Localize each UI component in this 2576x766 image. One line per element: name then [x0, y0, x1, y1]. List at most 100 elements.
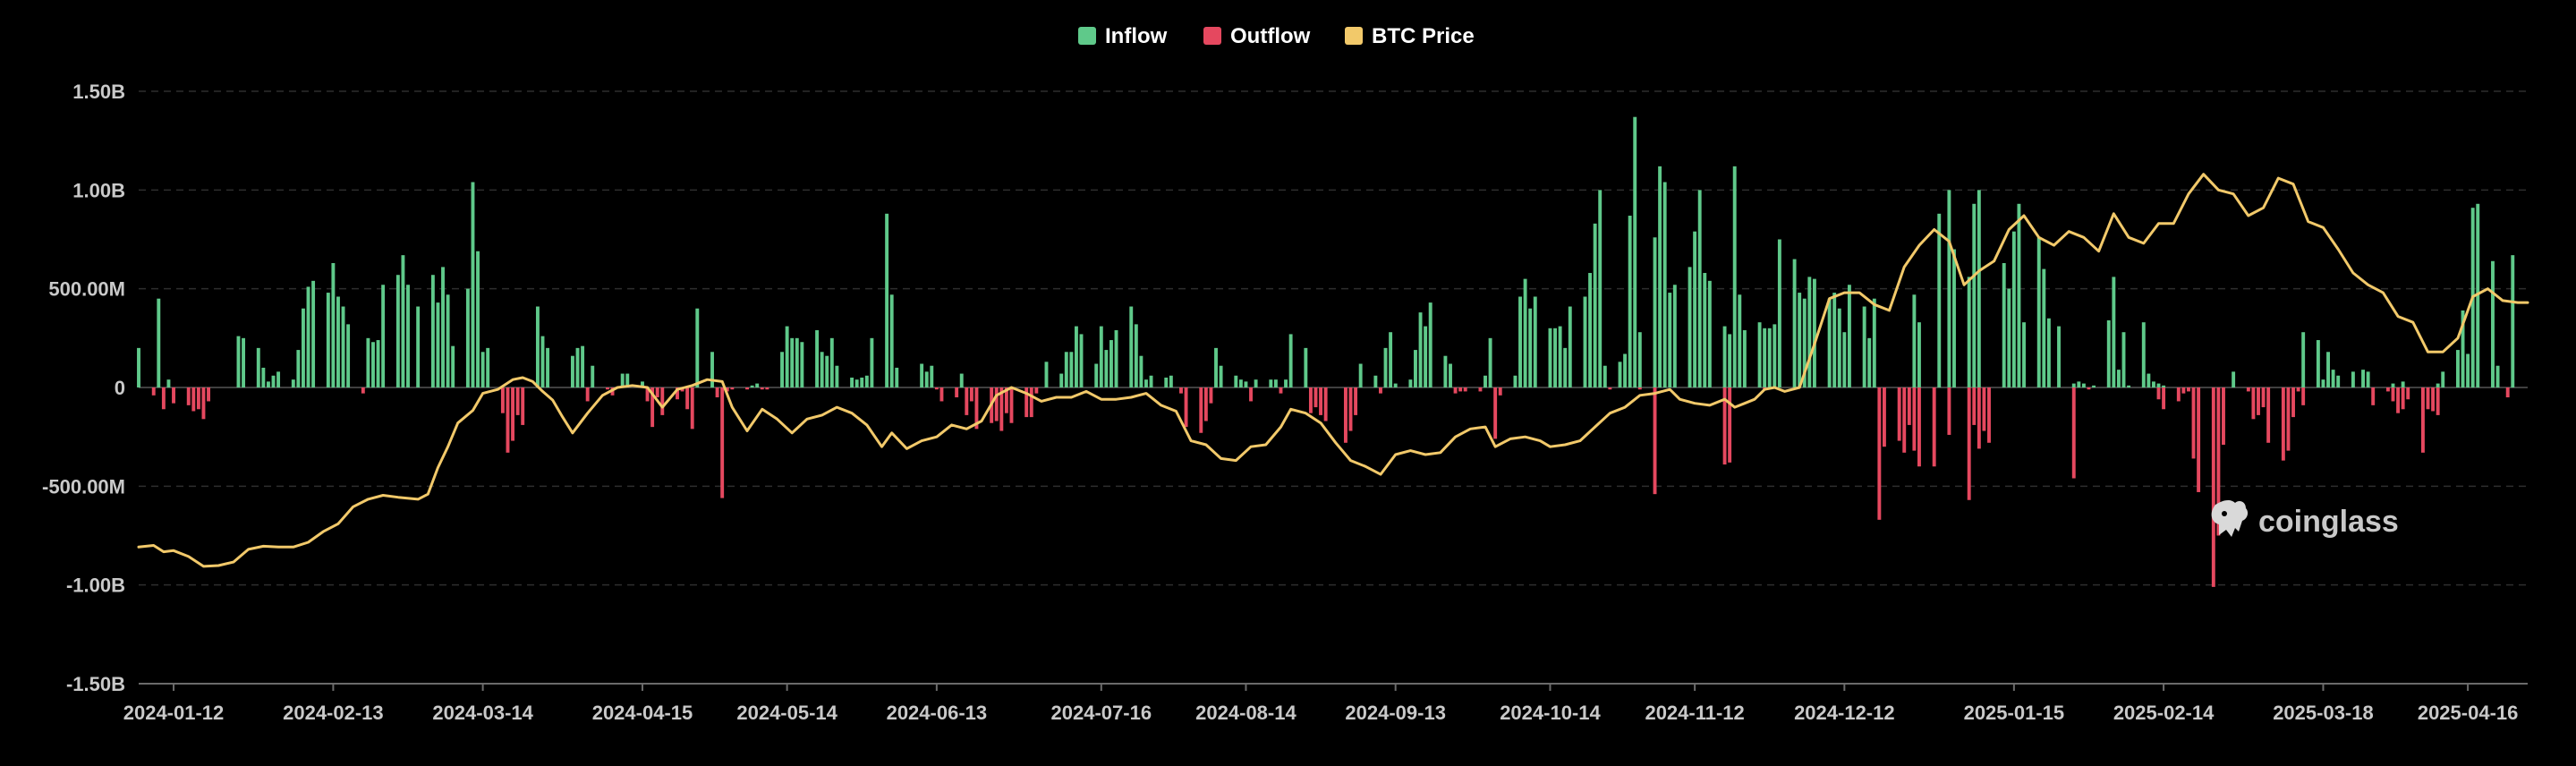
grid-layer	[139, 90, 2528, 685]
outflow-bar	[1653, 387, 1657, 495]
inflow-bar	[1219, 365, 1223, 387]
outflow-bar	[999, 387, 1004, 431]
outflow-bar	[715, 387, 719, 398]
outflow-bar	[2162, 387, 2166, 410]
inflow-bar	[2002, 262, 2006, 387]
inflow-bar	[785, 326, 789, 387]
outflow-bar	[1912, 387, 1917, 451]
inflow-bar	[476, 251, 480, 387]
outflow-bar	[2266, 387, 2271, 443]
inflow-bar	[1947, 190, 1951, 387]
outflow-bar	[511, 387, 515, 441]
inflow-bar	[465, 288, 470, 387]
outflow-bar	[2426, 387, 2430, 410]
inflow-bar	[2042, 268, 2046, 387]
outflow-bar	[1917, 387, 1921, 467]
inflow-bar	[1588, 273, 1593, 387]
outflow-bar	[521, 387, 525, 425]
inflow-bar	[1443, 355, 1448, 387]
inflow-bar	[2326, 352, 2330, 387]
inflow-bar	[376, 340, 380, 387]
inflow-bar	[1418, 312, 1423, 387]
x-tick-label: 2025-03-18	[2273, 702, 2374, 724]
inflow-bar	[1523, 278, 1527, 387]
outflow-bar	[655, 387, 659, 398]
outflow-bar	[765, 387, 769, 390]
outflow-bar	[1463, 387, 1467, 392]
outflow-bar	[500, 387, 505, 413]
inflow-bar	[2011, 231, 2016, 387]
x-tick-label: 2024-09-13	[1345, 702, 1446, 724]
x-tick-label: 2024-05-14	[736, 702, 837, 724]
inflow-bar	[2081, 383, 2086, 387]
outflow-bar	[1987, 387, 1991, 443]
inflow-bar	[2361, 370, 2366, 387]
outflow-bar	[720, 387, 725, 498]
inflow-bar	[1109, 340, 1113, 387]
inflow-bar	[581, 345, 585, 387]
inflow-bar	[2491, 260, 2495, 387]
inflow-bar	[885, 213, 889, 387]
outflow-bar	[2211, 387, 2215, 587]
outflow-bar	[585, 387, 590, 402]
inflow-bar	[1059, 373, 1064, 387]
outflow-bar	[191, 387, 196, 412]
outflow-bar	[939, 387, 944, 402]
inflow-bar	[1872, 298, 1876, 387]
inflow-bar	[895, 367, 899, 387]
x-tick-label: 2024-04-15	[592, 702, 693, 724]
outflow-bar	[1323, 387, 1328, 421]
coinglass-watermark: coinglass	[2211, 499, 2399, 539]
inflow-bar	[1763, 328, 1767, 387]
outflow-bar	[186, 387, 191, 405]
inflow-bar	[2321, 379, 2325, 387]
outflow-bar	[361, 387, 365, 394]
outflow-bar	[2261, 387, 2266, 408]
inflow-bar	[546, 347, 550, 387]
outflow-bar	[994, 387, 999, 421]
inflow-bar	[889, 294, 894, 387]
outflow-bar	[1493, 387, 1498, 439]
legend: Inflow Outflow BTC Price	[1078, 24, 1475, 48]
inflow-bar	[371, 342, 375, 387]
outflow-bar	[1608, 387, 1612, 390]
inflow-bar	[1373, 375, 1378, 387]
inflow-bar	[1284, 379, 1288, 387]
inflow-bar	[2316, 340, 2320, 387]
inflow-bar	[1807, 277, 1812, 387]
inflow-bar	[1912, 294, 1917, 387]
outflow-bar	[2216, 387, 2221, 536]
outflow-bar	[2296, 387, 2300, 392]
inflow-bar	[395, 275, 400, 387]
outflow-bar	[1478, 387, 1483, 392]
inflow-bar	[920, 363, 924, 387]
inflow-bar	[166, 379, 171, 387]
inflow-bar	[1603, 365, 1607, 387]
inflow-bar	[1837, 308, 1841, 387]
legend-swatch	[1203, 27, 1221, 45]
outflow-bar	[2181, 387, 2186, 394]
inflow-bar	[2511, 255, 2515, 387]
x-tick-label: 2024-07-16	[1051, 702, 1152, 724]
inflow-bar	[1628, 216, 1632, 387]
outflow-bar	[2436, 387, 2440, 415]
inflow-bar	[1703, 273, 1707, 387]
inflow-bar	[1847, 285, 1851, 387]
inflow-bar	[2336, 375, 2341, 387]
inflow-bar	[835, 365, 839, 387]
outflow-bar	[934, 387, 939, 390]
inflow-bar	[825, 355, 829, 387]
inflow-bar	[820, 352, 824, 387]
inflow-bar	[1977, 190, 1981, 387]
legend-label: Outflow	[1230, 24, 1311, 48]
outflow-bar	[201, 387, 206, 420]
inflow-bar	[1697, 190, 1702, 387]
outflow-bar	[745, 387, 749, 390]
outflow-bar	[1932, 387, 1936, 467]
outflow-bar	[650, 387, 655, 428]
inflow-bar	[625, 373, 630, 387]
outflow-bar	[1209, 387, 1213, 404]
inflow-bar	[1553, 328, 1557, 387]
